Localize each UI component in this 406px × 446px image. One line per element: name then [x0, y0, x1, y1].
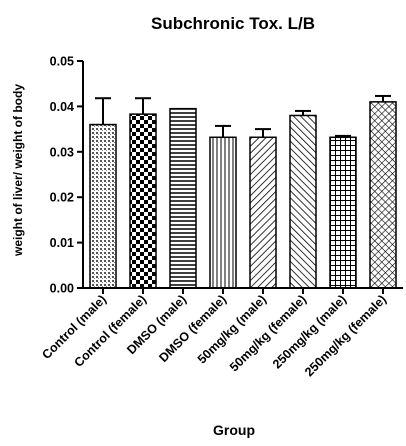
bar	[289, 114, 317, 289]
x-tick-label: Control (female)	[71, 292, 149, 370]
x-tick-label: 250mg/kg (male)	[270, 292, 349, 371]
y-tick-label: 0.05	[50, 55, 74, 69]
error-bars	[95, 94, 391, 138]
bar	[249, 136, 277, 289]
bar	[209, 136, 237, 289]
x-axis: Control (male)Control (female)DMSO (male…	[39, 287, 403, 379]
x-tick-label: 50mg/kg (male)	[195, 292, 269, 366]
bar	[129, 113, 157, 289]
bar	[169, 107, 197, 289]
chart-title: Subchronic Tox. L/B	[151, 14, 315, 33]
y-tick-label: 0.02	[50, 191, 74, 205]
bars	[89, 101, 397, 289]
y-tick-label: 0.04	[50, 100, 74, 114]
x-axis-label: Group	[213, 422, 255, 438]
y-axis: 0.00 0.01 0.02 0.03 0.04 0.05	[50, 55, 84, 296]
bar	[369, 101, 397, 289]
bar	[89, 123, 117, 289]
y-tick-label: 0.01	[50, 236, 74, 250]
y-axis-label: weight of liver/ weight of body	[11, 84, 25, 257]
y-tick-label: 0.03	[50, 145, 74, 159]
bar	[329, 136, 357, 289]
y-tick-label: 0.00	[50, 282, 74, 296]
